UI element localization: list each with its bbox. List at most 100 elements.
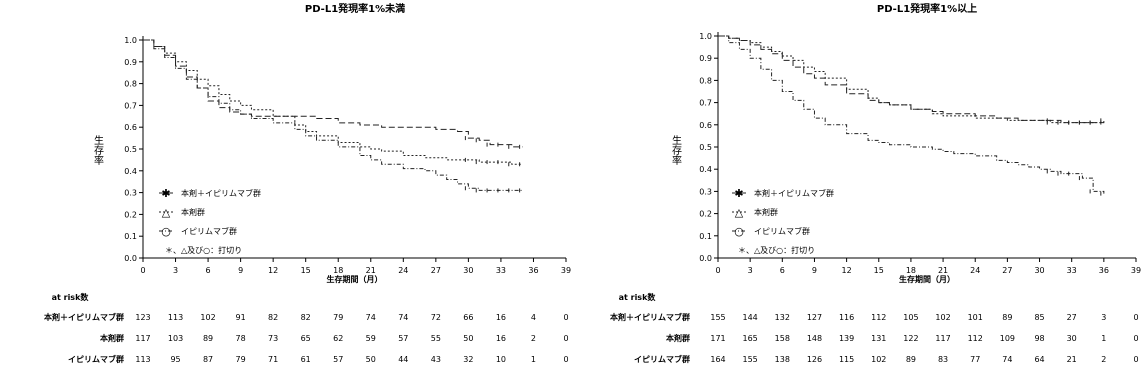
at-risk-value: 112 — [968, 334, 983, 343]
at-risk-value: 155 — [743, 355, 758, 364]
at-risk-value: 43 — [431, 355, 441, 364]
at-risk-value: 103 — [168, 334, 183, 343]
at-risk-value: 0 — [563, 334, 568, 343]
at-risk-value: 85 — [1034, 313, 1044, 322]
x-axis-label: 生存期間（月） — [899, 274, 955, 284]
at-risk-value: 73 — [268, 334, 278, 343]
at-risk-value: 102 — [935, 313, 950, 322]
at-risk-value: 0 — [563, 313, 568, 322]
x-tick-label: 33 — [1067, 266, 1077, 275]
y-tick-label: 0.6 — [699, 121, 712, 130]
x-tick-label: 9 — [812, 266, 817, 275]
at-risk-value: 102 — [200, 313, 215, 322]
at-risk-value: 98 — [1034, 334, 1044, 343]
chart-title: PD-L1発現率1%未満 — [305, 2, 405, 15]
at-risk-value: 122 — [903, 334, 918, 343]
y-tick-label: 0.7 — [124, 101, 137, 110]
y-tick-label: 0.4 — [699, 165, 712, 174]
at-risk-value: 0 — [563, 355, 568, 364]
at-risk-value: 165 — [743, 334, 758, 343]
x-tick-label: 27 — [1002, 266, 1012, 275]
at-risk-value: 4 — [531, 313, 536, 322]
at-risk-value: 82 — [268, 313, 278, 322]
at-risk-value: 113 — [168, 313, 183, 322]
at-risk-value: 78 — [236, 334, 246, 343]
x-tick-label: 21 — [938, 266, 948, 275]
x-tick-label: 21 — [366, 266, 376, 275]
x-tick-label: 36 — [528, 266, 538, 275]
at-risk-value: 138 — [775, 355, 790, 364]
chart-title: PD-L1発現率1%以上 — [877, 2, 977, 15]
x-tick-label: 36 — [1099, 266, 1109, 275]
at-risk-value: 155 — [710, 313, 725, 322]
x-tick-label: 39 — [1131, 266, 1141, 275]
y-tick-label: 0.9 — [124, 58, 137, 67]
at-risk-value: 59 — [366, 334, 376, 343]
x-tick-label: 30 — [463, 266, 473, 275]
at-risk-value: 91 — [236, 313, 246, 322]
km-curve-series-1 — [143, 39, 523, 165]
y-tick-label: 1.0 — [124, 36, 137, 45]
at-risk-value: 77 — [970, 355, 980, 364]
at-risk-row-name: 本剤＋イピリムマブ群 — [609, 312, 690, 322]
at-risk-value: 16 — [496, 334, 506, 343]
legend-label: 本剤＋イピリムマブ群 — [754, 188, 834, 198]
at-risk-value: 82 — [301, 313, 311, 322]
y-tick-label: 0.7 — [699, 99, 712, 108]
at-risk-value: 102 — [871, 355, 886, 364]
legend-label: 本剤＋イピリムマブ群 — [181, 188, 261, 198]
y-tick-label: 0.9 — [699, 54, 712, 63]
x-tick-label: 15 — [874, 266, 884, 275]
y-tick-label: 0.2 — [124, 210, 137, 219]
x-tick-label: 24 — [398, 266, 408, 275]
km-panel-pdl1-high: PD-L1発現率1%以上 0.0 0.1 0.2 0.3 0.4 0.5 0.6 0.7 0.8 0… — [609, 2, 1141, 364]
at-risk-value: 55 — [431, 334, 441, 343]
at-risk-value: 148 — [807, 334, 822, 343]
x-tick-label: 33 — [496, 266, 506, 275]
km-curve-series-1 — [718, 35, 1104, 124]
at-risk-value: 64 — [1034, 355, 1044, 364]
at-risk-row-name: イピリムマブ群 — [634, 354, 690, 364]
x-tick-label: 0 — [715, 266, 720, 275]
legend-marker: ○ — [734, 225, 744, 238]
at-risk-row-name: 本剤群 — [665, 333, 690, 343]
at-risk-value: 32 — [463, 355, 473, 364]
at-risk-value: 89 — [203, 334, 213, 343]
at-risk-value: 74 — [1002, 355, 1012, 364]
at-risk-row-name: イピリムマブ群 — [68, 354, 124, 364]
at-risk-value: 105 — [903, 313, 918, 322]
y-tick-label: 0.8 — [699, 76, 712, 85]
at-risk-row-name: 本剤群 — [99, 333, 124, 343]
at-risk-value: 112 — [871, 313, 886, 322]
y-tick-label: 0.1 — [699, 232, 712, 241]
at-risk-value: 10 — [496, 355, 506, 364]
at-risk-value: 101 — [968, 313, 983, 322]
y-tick-label: 0.5 — [699, 143, 712, 152]
legend-marker: ✱ — [734, 187, 743, 200]
x-tick-label: 0 — [140, 266, 145, 275]
at-risk-value: 50 — [366, 355, 376, 364]
y-tick-label: 0.2 — [699, 210, 712, 219]
at-risk-value: 79 — [333, 313, 343, 322]
at-risk-value: 158 — [775, 334, 790, 343]
legend-label: 本剤群 — [181, 207, 205, 217]
at-risk-row-name: 本剤＋イピリムマブ群 — [43, 312, 124, 322]
at-risk-value: 117 — [935, 334, 950, 343]
at-risk-value: 74 — [398, 313, 408, 322]
x-tick-label: 12 — [268, 266, 278, 275]
at-risk-value: 71 — [268, 355, 278, 364]
at-risk-value: 27 — [1067, 313, 1077, 322]
legend-label: 本剤群 — [754, 207, 778, 217]
legend-label: イピリムマブ群 — [754, 226, 810, 236]
y-tick-label: 0.3 — [124, 189, 137, 198]
y-tick-label: 1.0 — [699, 32, 712, 41]
y-axis-label: 生存率 — [670, 134, 682, 166]
km-curve-series-2 — [718, 35, 1105, 194]
y-tick-label: 0.6 — [124, 123, 137, 132]
at-risk-value: 21 — [1067, 355, 1077, 364]
at-risk-value: 2 — [531, 334, 536, 343]
at-risk-value: 139 — [839, 334, 854, 343]
at-risk-value: 2 — [1101, 355, 1106, 364]
at-risk-value: 113 — [135, 355, 150, 364]
